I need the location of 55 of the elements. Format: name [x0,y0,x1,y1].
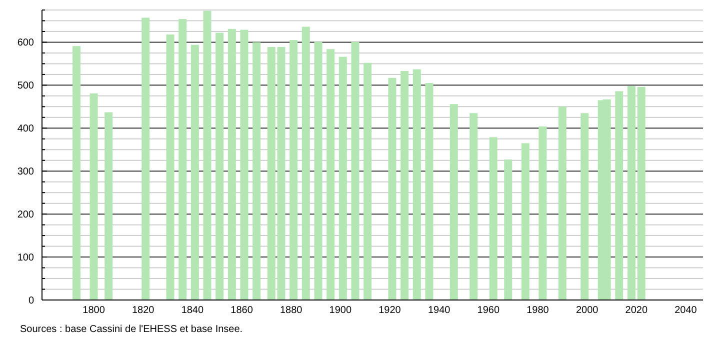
bar [521,143,530,300]
bar [314,42,322,300]
y-tick-label: 400 [17,124,34,135]
x-tick-label: 2000 [576,305,599,316]
x-tick-label: 1840 [181,305,204,316]
bar [558,106,566,300]
y-tick-label: 100 [17,252,34,264]
bar [627,86,636,300]
x-tick-label: 1860 [230,305,254,316]
bar [290,40,298,300]
bar [326,49,335,300]
bar [425,83,434,300]
bar [504,160,512,300]
bar [400,71,409,300]
bar [351,42,360,300]
bar [615,91,624,300]
bar [450,104,458,300]
y-tick-label: 600 [17,38,34,49]
bar [338,56,347,300]
bar [580,113,589,300]
bar [637,86,646,300]
y-tick-label: 0 [28,296,34,306]
x-tick-label: 1900 [329,305,352,316]
source-note: Sources : base Cassini de l'EHESS et base Insee. [20,324,243,335]
x-tick-label: 2020 [625,305,648,316]
y-tick-label: 500 [17,80,34,92]
y-tick-label: 300 [17,166,34,178]
bar [166,34,174,300]
bar [142,18,150,300]
x-tick-label: 1940 [428,305,451,316]
x-tick-label: 1920 [378,305,402,316]
bar [190,44,199,300]
bar [302,26,310,300]
bar [216,32,224,300]
x-tick-label: 1960 [477,305,500,316]
x-tick-label: 1880 [280,305,303,316]
bar [203,10,212,300]
bar [104,112,113,300]
bar [178,19,187,300]
bar [538,126,547,300]
bar [489,137,498,300]
bar [90,93,98,300]
x-tick-label: 1820 [132,305,155,316]
bar [388,78,396,300]
y-tick-label: 200 [17,210,34,221]
bar [72,46,81,300]
x-tick-label: 1980 [526,305,550,316]
bar [240,30,248,300]
x-tick-label: 1800 [82,305,106,316]
bar [364,62,372,300]
bar [412,69,421,300]
bar [252,42,261,300]
x-tick-label: 2040 [674,305,698,316]
bar [228,28,236,300]
bar [470,113,478,300]
